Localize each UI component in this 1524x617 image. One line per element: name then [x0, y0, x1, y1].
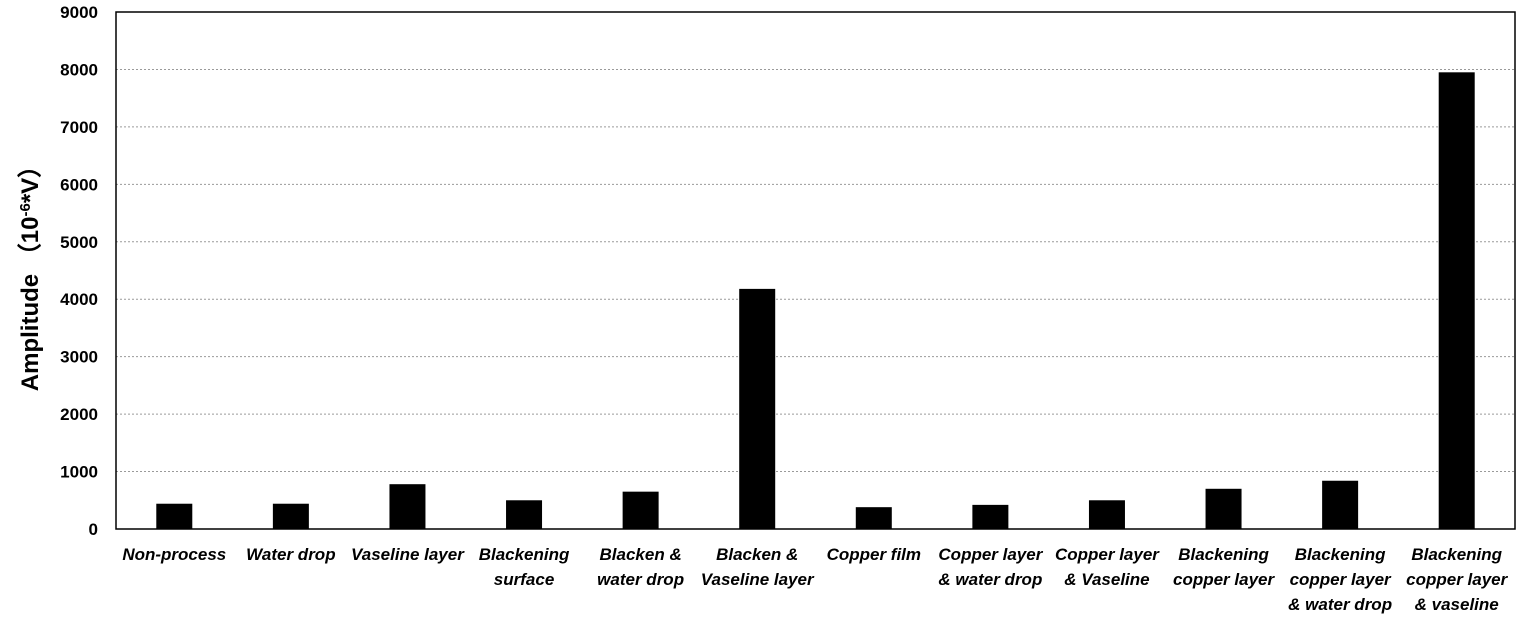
y-tick-label: 0	[89, 520, 98, 539]
x-category-label-line: & water drop	[1288, 595, 1392, 614]
x-category-label-line: Vaseline layer	[701, 570, 815, 589]
x-category-label-line: copper layer	[1406, 570, 1508, 589]
bar	[272, 503, 309, 529]
bars	[156, 72, 1475, 530]
bar	[389, 484, 426, 529]
x-category-label-line: Vaseline layer	[351, 545, 465, 564]
bar	[156, 503, 193, 529]
x-category-label-line: & water drop	[938, 570, 1042, 589]
y-tick-label: 8000	[60, 60, 98, 79]
bar	[855, 507, 892, 529]
x-category-label: Non-process	[122, 545, 226, 564]
bar	[506, 500, 543, 529]
x-category-label-line: Non-process	[122, 545, 226, 564]
x-category-label-line: Copper layer	[1055, 545, 1160, 564]
y-tick-label: 2000	[60, 405, 98, 424]
x-category-label-line: Copper layer	[938, 545, 1043, 564]
bar	[1088, 500, 1125, 529]
x-category-label-line: copper layer	[1173, 570, 1275, 589]
x-category-label-line: Blacken &	[600, 545, 682, 564]
x-category-label-line: Blackening	[1411, 545, 1502, 564]
x-category-label: Blackening surface	[479, 545, 570, 589]
bar	[1438, 72, 1475, 530]
x-category-label: Vaseline layer	[351, 545, 465, 564]
x-category-label: Blackening copper layer	[1173, 545, 1275, 589]
x-category-label-line: & vaseline	[1415, 595, 1499, 614]
y-axis-title-sup: -6	[17, 203, 34, 216]
y-tick-labels: 0 1000 2000 3000 4000 5000 6000 7000 8000 9000	[60, 3, 98, 539]
x-category-label: Blackening copper layer & water drop	[1288, 545, 1392, 614]
y-tick-label: 4000	[60, 290, 98, 309]
x-category-label: Blacken & Vaseline layer	[701, 545, 815, 589]
x-category-label-line: Water drop	[246, 545, 335, 564]
bar	[1322, 480, 1359, 529]
x-category-label-line: Blackening	[1178, 545, 1269, 564]
x-category-label-line: Blackening	[479, 545, 570, 564]
plot-frame	[115, 11, 1516, 530]
y-tick-label: 7000	[60, 118, 98, 137]
x-category-label-line: & Vaseline	[1064, 570, 1149, 589]
y-tick-label: 1000	[60, 463, 98, 482]
x-category-label-line: Copper film	[827, 545, 921, 564]
y-tick-label: 5000	[60, 233, 98, 252]
gridlines	[116, 68, 1515, 473]
x-category-label-line: water drop	[597, 570, 684, 589]
y-axis-title-suffix: *V）	[17, 154, 44, 203]
y-axis-title: Amplitude （10-6*V）	[17, 154, 45, 391]
y-tick-label: 6000	[60, 175, 98, 194]
x-category-label-line: Blackening	[1295, 545, 1386, 564]
y-tick-label: 3000	[60, 348, 98, 367]
x-category-label: Copper layer & Vaseline	[1055, 545, 1160, 589]
x-category-label: Blacken & water drop	[597, 545, 684, 589]
x-category-label: Copper film	[827, 545, 921, 564]
x-category-label: Water drop	[246, 545, 335, 564]
x-category-labels: Non-process Water drop Vaseline layer Black…	[122, 545, 1508, 614]
x-category-label: Copper layer & water drop	[938, 545, 1043, 589]
x-category-label-line: surface	[494, 570, 554, 589]
bar	[622, 491, 659, 529]
y-tick-label: 9000	[60, 3, 98, 22]
bar	[739, 288, 776, 529]
y-axis-title-prefix: Amplitude （10	[17, 217, 44, 392]
bar	[1205, 488, 1242, 529]
x-category-label-line: copper layer	[1290, 570, 1392, 589]
x-category-label-line: Blacken &	[716, 545, 798, 564]
bar	[972, 504, 1009, 529]
x-category-label: Blackening copper layer & vaseline	[1406, 545, 1508, 614]
